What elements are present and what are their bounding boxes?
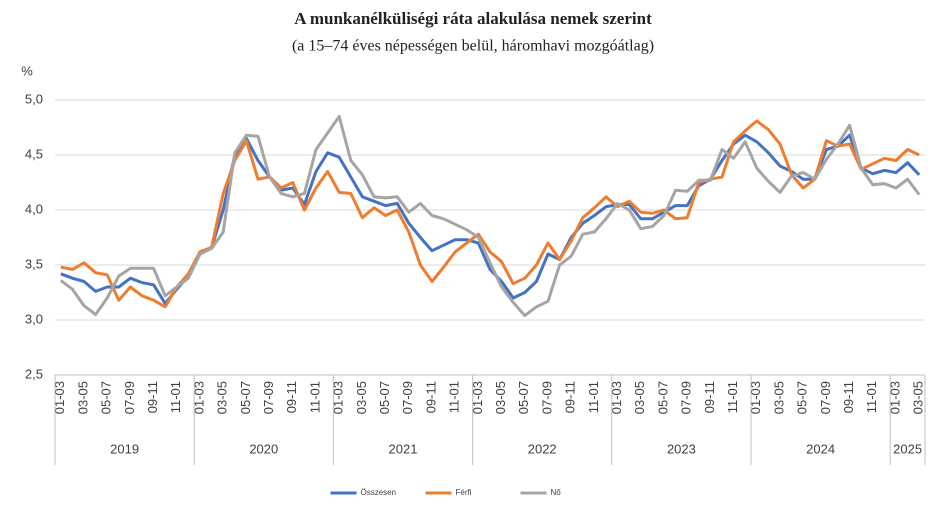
x-tick-label: 03-05: [215, 381, 230, 414]
x-tick-label: 09-11: [702, 381, 717, 413]
series-line: [59, 115, 921, 318]
x-tick-label: 07-09: [818, 381, 833, 414]
year-label: 2025: [893, 441, 922, 456]
x-tick-label: 03-05: [354, 381, 369, 414]
x-tick-label: 05-07: [795, 381, 810, 414]
x-tick-label: 09-11: [563, 381, 578, 413]
year-label: 2019: [110, 441, 139, 456]
x-tick-label: 09-11: [841, 381, 856, 413]
x-tick-label: 05-07: [377, 381, 392, 414]
x-tick-label: 05-07: [238, 381, 253, 414]
x-tick-label: 03-05: [771, 381, 786, 414]
x-tick-label: 01-03: [748, 381, 763, 414]
x-tick-label: 03-05: [75, 381, 90, 414]
y-tick-label: 2,5: [25, 366, 43, 381]
legend-label: Nő: [551, 488, 562, 497]
year-label: 2022: [528, 441, 557, 456]
x-tick-label: 11-01: [447, 381, 462, 413]
x-tick-label: 09-11: [145, 381, 160, 413]
year-label: 2021: [389, 441, 418, 456]
x-tick-label: 03-05: [493, 381, 508, 414]
x-tick-label: 07-09: [122, 381, 137, 414]
year-label: 2020: [249, 441, 278, 456]
chart-subtitle: (a 15–74 éves népességen belül, háromhav…: [292, 38, 654, 55]
x-tick-label: 11-01: [586, 381, 601, 413]
x-tick-label: 01-03: [331, 381, 346, 414]
x-tick-label: 07-09: [261, 381, 276, 414]
x-tick-label: 05-07: [99, 381, 114, 414]
chart-title: A munkanélküliségi ráta alakulása nemek …: [294, 9, 652, 28]
y-tick-label: 3,0: [25, 311, 43, 326]
year-label: 2023: [667, 441, 696, 456]
legend-label: Férfi: [456, 488, 472, 497]
x-tick-label: 01-03: [470, 381, 485, 414]
x-tick-label: 01-03: [887, 381, 902, 414]
legend-label: Összesen: [361, 488, 397, 497]
series-line: [60, 119, 920, 309]
y-tick-label: 5,0: [25, 91, 43, 106]
year-label: 2024: [806, 441, 835, 456]
y-tick-label: 4,0: [25, 201, 43, 216]
x-tick-label: 01-03: [191, 381, 206, 414]
x-tick-label: 11-01: [307, 381, 322, 413]
x-tick-label: 07-09: [679, 381, 694, 414]
x-tick-label: 11-01: [168, 381, 183, 413]
x-tick-label: 11-01: [725, 381, 740, 413]
x-tick-label: 05-07: [516, 381, 531, 414]
x-tick-label: 11-01: [864, 381, 879, 413]
y-axis-label: %: [21, 63, 33, 78]
x-tick-label: 07-09: [400, 381, 415, 414]
x-tick-label: 05-07: [655, 381, 670, 414]
x-tick-label: 09-11: [423, 381, 438, 413]
x-tick-label: 03-05: [632, 381, 647, 414]
x-tick-label: 01-03: [609, 381, 624, 414]
x-tick-label: 09-11: [284, 381, 299, 413]
x-tick-label: 03-05: [911, 381, 926, 414]
x-tick-label: 01-03: [52, 381, 67, 414]
x-tick-label: 07-09: [539, 381, 554, 414]
y-tick-label: 3,5: [25, 256, 43, 271]
y-tick-label: 4,5: [25, 146, 43, 161]
